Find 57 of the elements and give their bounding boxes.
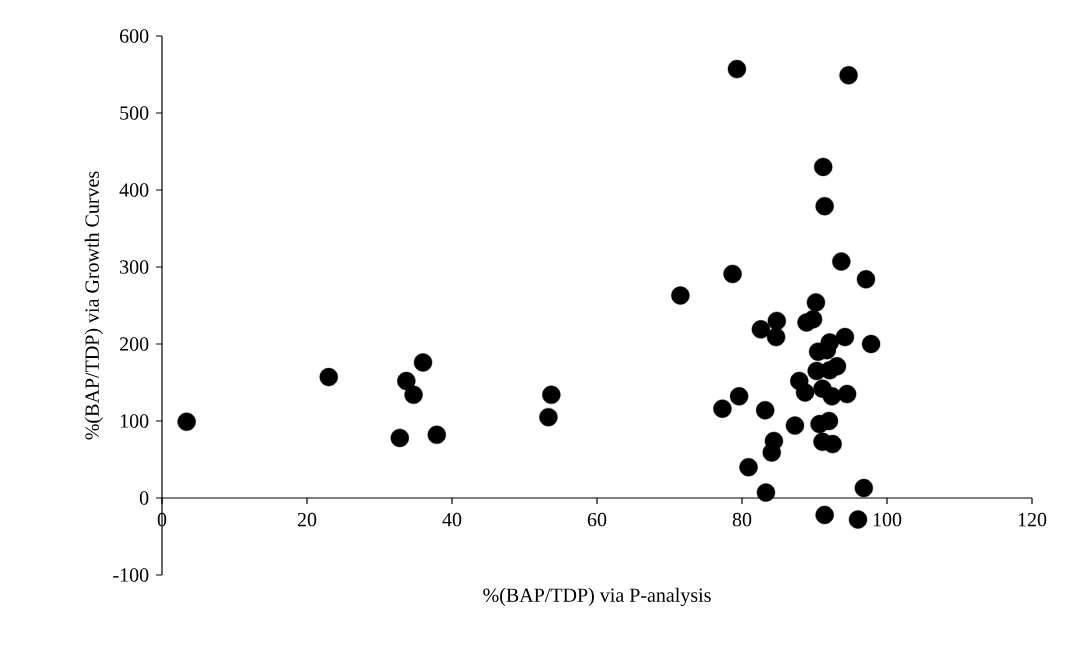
- point: [727, 59, 747, 79]
- point: [767, 311, 787, 331]
- point: [839, 66, 858, 85]
- point: [756, 483, 776, 502]
- point: [739, 458, 758, 477]
- point: [390, 428, 409, 448]
- point: [539, 407, 558, 427]
- point: [815, 196, 834, 216]
- y-tick-label: 100: [120, 414, 149, 428]
- x-axis-title: %(BAP/TDP) via P-analysis: [483, 587, 711, 607]
- point: [819, 411, 839, 431]
- point: [803, 310, 823, 329]
- point: [832, 252, 851, 271]
- y-tick-label: -100: [113, 568, 149, 582]
- point: [861, 334, 881, 354]
- point: [856, 270, 876, 289]
- y-tick-label: 600: [119, 29, 149, 43]
- y-tick-label: 400: [119, 183, 149, 197]
- point: [854, 478, 874, 498]
- point: [795, 383, 815, 402]
- point: [404, 385, 423, 405]
- point: [762, 443, 781, 462]
- point: [822, 387, 842, 406]
- point: [785, 416, 805, 435]
- x-tick-label: 120: [1018, 512, 1047, 527]
- point: [815, 505, 834, 525]
- y-axis-title: %(BAP/TDP) via Growth Curves: [84, 171, 103, 440]
- x-tick-label: 80: [732, 512, 752, 527]
- point: [723, 264, 742, 284]
- point: [713, 399, 732, 418]
- point: [806, 293, 826, 312]
- point: [756, 401, 775, 420]
- point: [814, 157, 833, 177]
- x-tick-label: 100: [873, 512, 902, 527]
- point: [729, 387, 749, 406]
- x-tick-label: 40: [442, 512, 462, 527]
- point: [413, 353, 433, 372]
- y-tick-label: 300: [120, 260, 149, 274]
- point: [319, 367, 338, 387]
- y-tick-label: 200: [120, 337, 149, 351]
- x-tick-label: 20: [297, 512, 317, 527]
- point: [542, 385, 561, 405]
- point: [817, 340, 837, 360]
- point: [751, 320, 771, 339]
- point: [823, 434, 842, 454]
- point: [848, 510, 868, 529]
- point: [397, 371, 416, 391]
- y-tick-label: 0: [139, 491, 149, 505]
- x-tick-label: 60: [587, 512, 607, 527]
- point: [427, 425, 446, 445]
- point: [177, 412, 196, 431]
- point: [835, 327, 855, 347]
- point: [837, 384, 857, 404]
- y-tick-label: 500: [120, 106, 149, 120]
- point: [807, 361, 826, 381]
- point: [671, 286, 690, 305]
- point: [766, 327, 786, 347]
